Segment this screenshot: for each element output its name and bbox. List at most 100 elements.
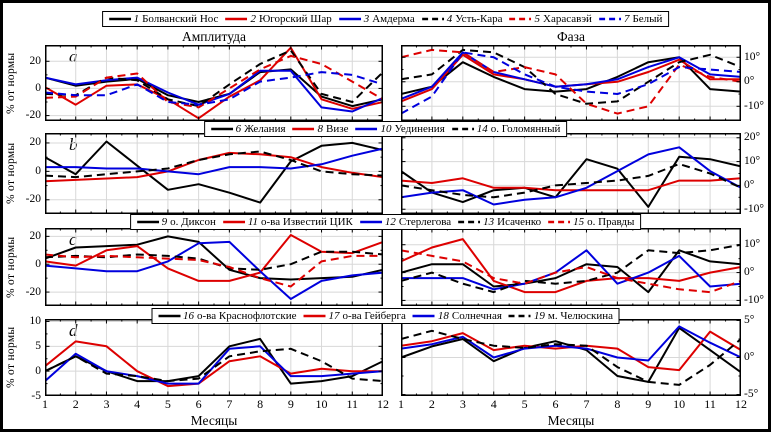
panel-d-amplitude-chart [45, 319, 383, 396]
y-tick-label-right: 10° [744, 238, 761, 251]
legend-station-name: о-ва Гейберга [342, 310, 406, 322]
series-line-5 [45, 54, 383, 109]
legend-item-3: 3 Амдерма [338, 13, 415, 25]
legend-station-name: Амдерма [372, 13, 415, 25]
legend-station-number: 12 [384, 216, 396, 228]
legend-station-name: Усть-Кара [455, 13, 503, 25]
series-line-9 [45, 235, 383, 281]
legend-station-name: Стерлегова [398, 216, 452, 228]
legend-item-17: 17 о-ва Гейберга [303, 310, 406, 322]
y-tick-label-right: 5° [744, 313, 755, 326]
legend-station-name: о. Правды [587, 216, 635, 228]
legend-station-number: 7 [623, 13, 630, 25]
dashed-line-key-icon [508, 314, 531, 318]
legend-station-name: о-ва Краснофлотские [197, 310, 297, 322]
legend-station-name: Болванский Нос [142, 13, 219, 25]
legend-item-8: 8 Визе [292, 123, 349, 135]
y-tick-label-left: 0 [35, 81, 41, 94]
legend-item-11: 11 о-ва Известий ЦИК [222, 216, 353, 228]
legend-item-19: 19 м. Челюскина [508, 310, 613, 322]
legend-item-10: 10 Уединения [355, 123, 445, 135]
panel-c-amplitude-chart [45, 228, 383, 306]
series-line-4 [45, 49, 383, 108]
legend-item-6: 6 Желания [210, 123, 286, 135]
legend-item-4: 4 Усть-Кара [421, 13, 503, 25]
solid-line-key-icon [158, 314, 181, 318]
panel-label-d: d [69, 321, 78, 340]
x-tick-label: 11 [704, 397, 716, 411]
y-tick-label-left: 5 [35, 339, 41, 352]
series-line-7 [45, 71, 383, 106]
panel-label-b: b [69, 135, 78, 154]
panel-label-a: a [69, 47, 78, 66]
x-tick-label: 4 [490, 397, 497, 411]
y-tick-label-right: 0° [744, 178, 755, 191]
series-line-17 [401, 330, 741, 372]
x-tick-label: 9 [287, 397, 294, 411]
legend-item-5: 5 Харасавэй [509, 13, 592, 25]
y-tick-label-right: 0° [744, 75, 755, 88]
x-tick-label: 6 [195, 397, 202, 411]
x-tick-label: 6 [552, 397, 559, 411]
series-line-19 [401, 329, 741, 386]
y-tick-label-right: 10° [744, 50, 761, 63]
legend-item-13: 13 Исаченко [458, 216, 541, 228]
legend-row-d: 16 о-ва Краснофлотские 17 о-ва Гейберга 18 Со… [151, 308, 620, 324]
xlabel-left: Месяцы [190, 413, 238, 428]
x-tick-label: 3 [459, 397, 466, 411]
x-tick-label: 4 [134, 397, 141, 411]
legend-row-b: 6 Желания 8 Визе 10 Уединения 14 о. Голомянный [203, 121, 568, 137]
series-line-8 [401, 177, 741, 192]
y-tick-label-right: -5° [744, 388, 759, 401]
legend-station-name: о-ва Известий ЦИК [261, 216, 353, 228]
dashed-line-key-icon [458, 220, 481, 224]
series-line-12 [45, 240, 383, 300]
series-line-14 [401, 163, 741, 199]
x-tick-label: 7 [583, 397, 590, 411]
series-line-17 [45, 340, 383, 388]
legend-station-name: Белый [632, 13, 663, 25]
x-tick-label: 8 [614, 397, 621, 411]
legend-station-name: Визе [326, 123, 349, 135]
solid-line-key-icon [108, 17, 131, 21]
solid-line-key-icon [222, 220, 245, 224]
series-line-16 [45, 337, 383, 385]
legend-station-number: 18 [437, 310, 449, 322]
legend-station-name: Югорский Шар [258, 13, 332, 25]
panel-d-phase-chart [401, 319, 741, 396]
series-line-4 [401, 48, 741, 105]
solid-line-key-icon [355, 127, 378, 131]
legend-station-number: 14 [476, 123, 488, 135]
legend-station-number: 10 [380, 123, 392, 135]
y-tick-label-left: 20 [29, 229, 42, 242]
x-tick-label: 3 [103, 397, 110, 411]
panel-b-amplitude-chart [45, 133, 383, 214]
solid-line-key-icon [225, 17, 248, 21]
solid-line-key-icon [136, 220, 159, 224]
legend-station-name: Исаченко [497, 216, 542, 228]
legend-item-1: 1 Болванский Нос [108, 13, 219, 25]
legend-station-number: 2 [250, 13, 256, 25]
series-line-10 [45, 147, 383, 176]
series-line-12 [401, 249, 741, 291]
legend-station-name: Желания [244, 123, 286, 135]
series-line-11 [401, 238, 741, 294]
legend-station-number: 1 [133, 13, 140, 25]
legend-station-name: о. Голомянный [490, 123, 561, 135]
series-line-6 [401, 155, 741, 208]
series-line-5 [401, 48, 741, 115]
x-tick-label: 7 [226, 397, 233, 411]
legend-item-14: 14 о. Голомянный [451, 123, 561, 135]
legend-item-7: 7 Белый [598, 13, 663, 25]
y-tick-label-left: 0 [35, 257, 41, 270]
y-tick-label-left: -5 [31, 389, 41, 402]
solid-line-key-icon [338, 17, 361, 21]
y-tick-label-right: 20° [744, 131, 761, 144]
y-tick-label-right: 0° [744, 266, 755, 279]
x-tick-label: 11 [346, 397, 359, 411]
dashed-line-key-icon [509, 17, 532, 21]
legend-item-18: 18 Солнечная [412, 310, 502, 322]
legend-row-a: 1 Болванский Нос 2 Югорский Шар 3 Амдерма 4 Уст… [101, 11, 670, 27]
legend-station-number: 6 [235, 123, 242, 135]
